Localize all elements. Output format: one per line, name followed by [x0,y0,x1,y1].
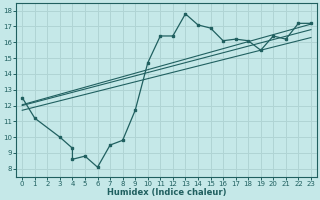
X-axis label: Humidex (Indice chaleur): Humidex (Indice chaleur) [107,188,226,197]
